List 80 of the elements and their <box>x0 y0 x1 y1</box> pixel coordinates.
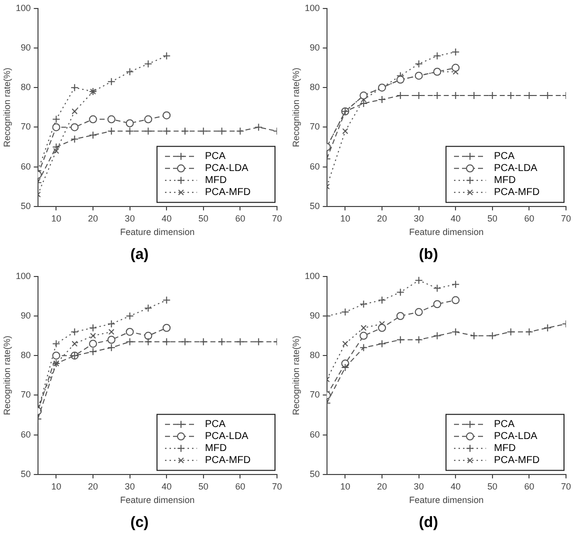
x-axis-title: Feature dimension <box>120 227 195 238</box>
legend-label: PCA-MFD <box>494 455 540 466</box>
y-tick-label: 100 <box>304 2 320 13</box>
y-tick-label: 90 <box>20 42 31 52</box>
x-tick-label: 60 <box>235 213 246 224</box>
x-tick-label: 10 <box>51 481 62 492</box>
text: (a) <box>130 246 149 264</box>
legend-label: PCA-LDA <box>205 163 249 174</box>
x-tick-label: 70 <box>560 213 572 224</box>
text: (b) <box>418 246 438 264</box>
y-tick-label: 100 <box>16 2 31 13</box>
y-tick-label: 80 <box>310 350 320 360</box>
y-tick-label: 80 <box>20 82 31 92</box>
x-tick-label: 50 <box>487 213 498 224</box>
y-axis-title: Recognition rate(%) <box>2 336 12 416</box>
legend-label: PCA <box>494 419 515 430</box>
legend-label: PCA <box>205 151 226 162</box>
y-tick-label: 80 <box>310 82 320 92</box>
x-tick-label: 30 <box>124 213 135 224</box>
x-tick-label: 50 <box>487 481 498 492</box>
x-tick-label: 20 <box>88 481 98 492</box>
x-tick-label: 10 <box>51 213 62 224</box>
x-tick-label: 30 <box>414 481 424 492</box>
x-tick-label: 70 <box>272 481 282 492</box>
y-tick-label: 80 <box>20 350 31 360</box>
x-tick-label: 40 <box>162 481 172 492</box>
y-tick-label: 70 <box>20 122 31 132</box>
x-tick-label: 10 <box>340 213 350 224</box>
legend-label: PCA-LDA <box>494 163 538 174</box>
x-tick-label: 40 <box>450 481 461 492</box>
y-tick-label: 60 <box>20 429 31 440</box>
x-tick-label: 20 <box>88 213 98 224</box>
x-tick-label: 60 <box>524 213 534 224</box>
x-axis-title: Feature dimension <box>409 495 484 506</box>
y-axis-title: Recognition rate(%) <box>290 68 301 148</box>
y-tick-label: 50 <box>20 468 31 479</box>
legend-label: PCA-MFD <box>205 455 251 466</box>
legend-label: MFD <box>205 443 227 454</box>
text: (d) <box>418 514 438 532</box>
x-tick-label: 30 <box>124 481 135 492</box>
x-tick-label: 30 <box>414 213 424 224</box>
legend-label: MFD <box>205 175 227 186</box>
legend-label: PCA <box>494 151 515 162</box>
y-tick-label: 100 <box>304 270 320 281</box>
text: (c) <box>130 514 149 532</box>
x-axis-title: Feature dimension <box>409 227 484 238</box>
legend-label: PCA <box>205 419 226 430</box>
x-tick-label: 60 <box>524 481 534 492</box>
y-tick-label: 70 <box>310 390 320 400</box>
y-axis-title: Recognition rate(%) <box>2 68 12 148</box>
legend-label: PCA-LDA <box>494 431 538 442</box>
x-tick-label: 60 <box>235 481 246 492</box>
x-tick-label: 50 <box>198 481 208 492</box>
legend-label: PCA-MFD <box>494 187 540 198</box>
y-tick-label: 90 <box>310 42 320 52</box>
y-tick-label: 70 <box>310 122 320 132</box>
y-tick-label: 60 <box>310 161 320 172</box>
legend-label: MFD <box>494 175 516 186</box>
y-tick-label: 50 <box>20 200 31 211</box>
x-axis-title: Feature dimension <box>120 495 195 506</box>
x-tick-label: 40 <box>162 213 172 224</box>
y-axis-title: Recognition rate(%) <box>290 336 301 416</box>
legend-label: PCA-LDA <box>205 431 249 442</box>
y-tick-label: 100 <box>16 270 31 281</box>
legend-label: MFD <box>494 443 516 454</box>
y-tick-label: 60 <box>310 429 320 440</box>
y-tick-label: 90 <box>310 310 320 320</box>
y-tick-label: 60 <box>20 161 31 172</box>
y-tick-label: 90 <box>20 310 31 320</box>
x-tick-label: 40 <box>450 213 461 224</box>
y-tick-label: 50 <box>310 468 320 479</box>
x-tick-label: 20 <box>377 213 388 224</box>
x-tick-label: 70 <box>272 213 282 224</box>
y-tick-label: 50 <box>310 200 320 211</box>
x-tick-label: 70 <box>560 481 572 492</box>
x-tick-label: 50 <box>198 213 208 224</box>
y-tick-label: 70 <box>20 390 31 400</box>
x-tick-label: 10 <box>340 481 350 492</box>
legend-label: PCA-MFD <box>205 187 251 198</box>
x-tick-label: 20 <box>377 481 388 492</box>
